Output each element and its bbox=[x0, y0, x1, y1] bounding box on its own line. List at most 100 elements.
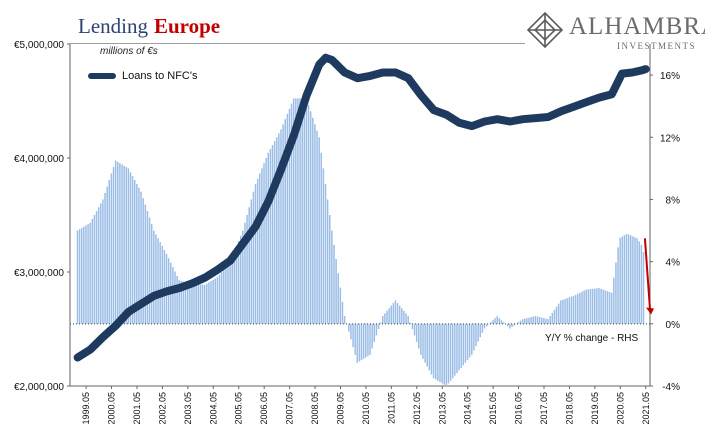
yoy-bar-108 bbox=[305, 98, 308, 324]
yoy-bar-14 bbox=[106, 186, 108, 324]
yoy-bar-247 bbox=[600, 288, 602, 324]
yoy-bar-29 bbox=[138, 187, 140, 324]
yoy-bar-250 bbox=[606, 291, 609, 324]
yoy-bar-111 bbox=[312, 117, 314, 324]
yoy-bar-139 bbox=[371, 323, 373, 349]
yoy-bar-49 bbox=[180, 280, 183, 324]
yoy-bar-113 bbox=[316, 130, 318, 324]
yoy-bar-212 bbox=[526, 318, 528, 324]
yoy-bar-5 bbox=[87, 224, 89, 324]
right-tick-label-2: 4% bbox=[666, 258, 681, 269]
x-tick-label-5: 2004.05 bbox=[208, 392, 218, 425]
rhs-series-label: Y/Y % change - RHS bbox=[545, 333, 639, 344]
yoy-bar-200 bbox=[500, 320, 503, 324]
yoy-bar-237 bbox=[579, 292, 581, 324]
yoy-bar-126 bbox=[343, 316, 346, 324]
yoy-bar-154 bbox=[403, 310, 405, 324]
yoy-bar-254 bbox=[615, 262, 617, 324]
yoy-bar-205 bbox=[511, 323, 513, 327]
x-tick-label-7: 2006.05 bbox=[259, 392, 269, 425]
yoy-bar-248 bbox=[602, 289, 604, 324]
yoy-bar-87 bbox=[261, 168, 263, 324]
yoy-bar-125 bbox=[341, 301, 344, 324]
yoy-bar-189 bbox=[477, 323, 479, 342]
yoy-bar-84 bbox=[254, 183, 257, 324]
yoy-bar-59 bbox=[201, 284, 204, 324]
yoy-bar-63 bbox=[210, 281, 212, 324]
yoy-bar-15 bbox=[108, 180, 111, 324]
x-tick-label-10: 2009.05 bbox=[335, 392, 345, 425]
yoy-bar-90 bbox=[267, 152, 270, 324]
yoy-bar-74 bbox=[233, 251, 236, 324]
yoy-bar-83 bbox=[252, 191, 255, 324]
yoy-bar-162 bbox=[420, 323, 422, 355]
yoy-bar-88 bbox=[263, 163, 265, 324]
yoy-bar-7 bbox=[91, 218, 94, 324]
yoy-bar-89 bbox=[265, 158, 267, 324]
yoy-bar-135 bbox=[362, 323, 365, 359]
yoy-bar-58 bbox=[199, 284, 202, 324]
yoy-bar-3 bbox=[83, 226, 85, 324]
yoy-bar-175 bbox=[447, 323, 450, 384]
yoy-bar-150 bbox=[394, 300, 397, 324]
yoy-bar-17 bbox=[112, 167, 115, 324]
yoy-bar-45 bbox=[172, 267, 174, 324]
yoy-bar-123 bbox=[337, 273, 339, 324]
yoy-bar-223 bbox=[549, 316, 551, 324]
yoy-bar-40 bbox=[161, 246, 164, 324]
yoy-bar-132 bbox=[356, 323, 359, 363]
yoy-bar-137 bbox=[367, 323, 369, 357]
yoy-bar-104 bbox=[297, 98, 299, 324]
x-tick-label-4: 2003.05 bbox=[183, 392, 193, 425]
units-label: millions of €s bbox=[100, 46, 158, 57]
yoy-bar-115 bbox=[320, 152, 323, 324]
yoy-bar-207 bbox=[515, 323, 518, 325]
yoy-bar-110 bbox=[309, 111, 312, 324]
yoy-bar-1 bbox=[78, 229, 81, 324]
yoy-bar-261 bbox=[630, 235, 632, 324]
yoy-bar-94 bbox=[276, 137, 278, 324]
yoy-bar-79 bbox=[244, 222, 246, 324]
yoy-bar-106 bbox=[301, 98, 303, 324]
yoy-bar-80 bbox=[246, 215, 248, 324]
yoy-bar-4 bbox=[85, 225, 87, 324]
yoy-bar-57 bbox=[197, 284, 200, 324]
x-tick-label-15: 2014.05 bbox=[463, 392, 473, 425]
yoy-bar-31 bbox=[142, 198, 144, 324]
yoy-bar-179 bbox=[456, 323, 458, 374]
yoy-bar-182 bbox=[462, 323, 465, 366]
yoy-bar-161 bbox=[418, 323, 420, 349]
yoy-bar-86 bbox=[259, 173, 261, 324]
yoy-bar-214 bbox=[530, 317, 532, 324]
yoy-bar-226 bbox=[555, 306, 558, 324]
yoy-bar-130 bbox=[352, 323, 354, 348]
yoy-bar-99 bbox=[286, 113, 289, 324]
yoy-bar-55 bbox=[193, 283, 195, 324]
x-tick-label-8: 2007.05 bbox=[285, 392, 295, 425]
yoy-bar-82 bbox=[250, 199, 253, 324]
yoy-bar-262 bbox=[632, 236, 634, 324]
yoy-bar-181 bbox=[460, 323, 462, 368]
logo-mark-icon bbox=[526, 11, 564, 49]
yoy-bar-9 bbox=[95, 211, 98, 324]
yoy-bar-159 bbox=[413, 323, 416, 336]
yoy-bar-100 bbox=[288, 108, 291, 324]
yoy-bar-243 bbox=[591, 288, 594, 324]
left-tick-label-3: €5,000,000 bbox=[14, 40, 64, 51]
title-rule bbox=[70, 43, 525, 44]
yoy-bar-256 bbox=[619, 237, 621, 324]
yoy-bar-27 bbox=[133, 180, 136, 324]
yoy-bar-239 bbox=[583, 290, 585, 324]
yoy-bar-253 bbox=[613, 277, 615, 324]
yoy-bar-257 bbox=[621, 236, 624, 324]
yoy-bar-64 bbox=[212, 279, 214, 324]
yoy-bar-54 bbox=[191, 283, 193, 324]
yoy-bar-194 bbox=[487, 323, 490, 325]
yoy-bar-122 bbox=[335, 259, 337, 324]
yoy-bar-267 bbox=[642, 252, 645, 324]
yoy-bar-92 bbox=[271, 145, 274, 324]
yoy-bar-234 bbox=[572, 295, 575, 324]
yoy-bar-193 bbox=[485, 323, 488, 327]
yoy-bar-13 bbox=[104, 192, 106, 324]
